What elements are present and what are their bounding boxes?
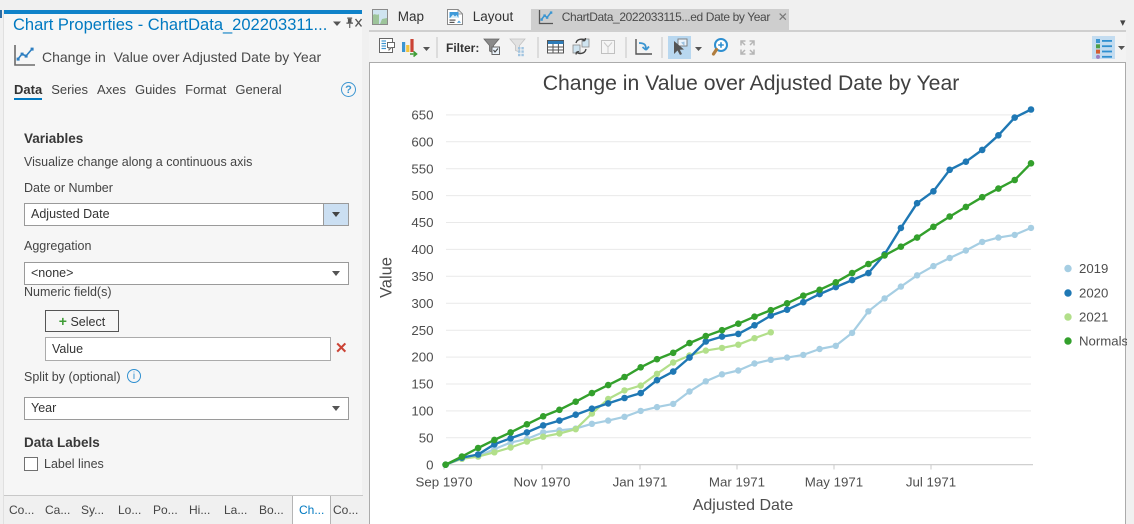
- svg-text:Jan 1971: Jan 1971: [613, 475, 668, 490]
- svg-text:Nov 1970: Nov 1970: [514, 475, 571, 490]
- svg-text:Adjusted Date: Adjusted Date: [693, 497, 794, 514]
- svg-text:Sep 1970: Sep 1970: [416, 475, 473, 490]
- svg-text:500: 500: [411, 188, 433, 203]
- svg-text:Filter:: Filter:: [446, 41, 479, 55]
- svg-text:Change in Value over Adjusted: Change in Value over Adjusted Date by Ye…: [543, 72, 960, 95]
- svg-text:650: 650: [411, 108, 433, 123]
- svg-text:300: 300: [411, 296, 433, 311]
- svg-text:2021: 2021: [1079, 309, 1108, 324]
- svg-text:150: 150: [411, 377, 433, 392]
- svg-text:Normals: Normals: [1079, 333, 1127, 348]
- svg-text:200: 200: [411, 350, 433, 365]
- svg-text:450: 450: [411, 215, 433, 230]
- svg-text:2019: 2019: [1079, 261, 1108, 276]
- svg-text:0: 0: [426, 457, 433, 472]
- svg-text:350: 350: [411, 269, 433, 284]
- svg-text:Value: Value: [378, 257, 396, 298]
- svg-text:100: 100: [411, 404, 433, 419]
- svg-text:400: 400: [411, 242, 433, 257]
- svg-text:2020: 2020: [1079, 285, 1108, 300]
- svg-text:May 1971: May 1971: [805, 475, 863, 490]
- svg-text:Mar 1971: Mar 1971: [709, 475, 765, 490]
- svg-text:50: 50: [419, 430, 434, 445]
- svg-text:550: 550: [411, 161, 433, 176]
- svg-text:600: 600: [411, 134, 433, 149]
- svg-text:Jul 1971: Jul 1971: [906, 475, 956, 490]
- svg-text:250: 250: [411, 323, 433, 338]
